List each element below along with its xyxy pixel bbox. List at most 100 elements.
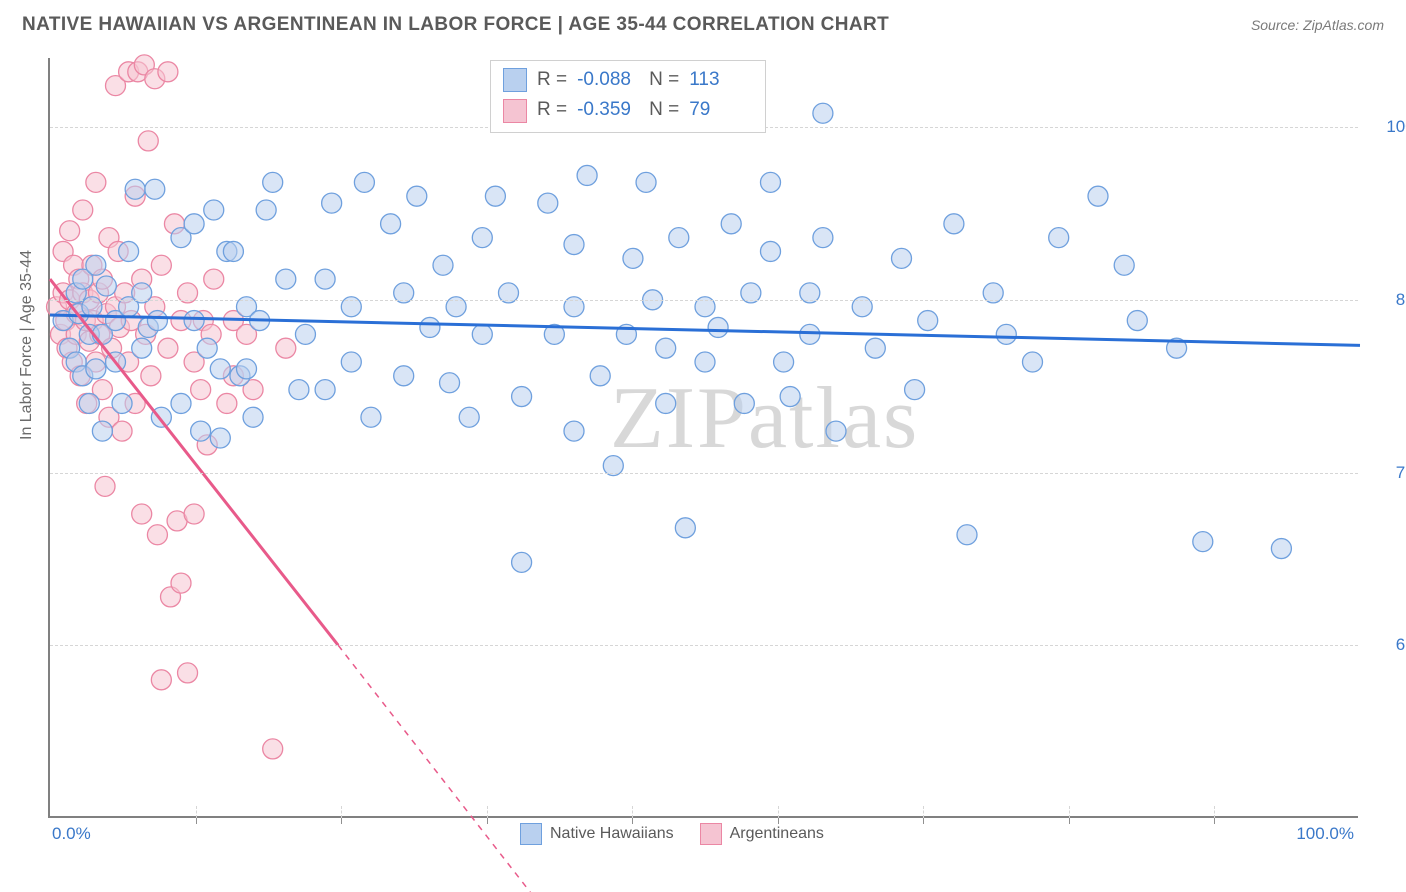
scatter-point <box>210 428 230 448</box>
scatter-point <box>86 255 106 275</box>
gridline-v <box>923 806 924 818</box>
scatter-point <box>512 387 532 407</box>
scatter-point <box>79 393 99 413</box>
scatter-point <box>147 525 167 545</box>
scatter-point <box>204 200 224 220</box>
scatter-point <box>623 248 643 268</box>
swatch-blue-icon <box>520 823 542 845</box>
swatch-pink-icon <box>503 99 527 123</box>
scatter-point <box>263 739 283 759</box>
scatter-point <box>656 338 676 358</box>
scatter-point <box>151 670 171 690</box>
scatter-point <box>433 255 453 275</box>
scatter-point <box>708 317 728 337</box>
scatter-point <box>86 172 106 192</box>
n-value-blue: 113 <box>689 65 751 95</box>
gridline-v <box>341 806 342 818</box>
scatter-point <box>276 338 296 358</box>
source-label: Source: <box>1251 17 1303 33</box>
scatter-point <box>184 504 204 524</box>
scatter-point <box>944 214 964 234</box>
y-tick-label: 100.0% <box>1364 117 1406 137</box>
scatter-point <box>1193 532 1213 552</box>
source-name: ZipAtlas.com <box>1303 17 1384 33</box>
scatter-point <box>151 255 171 275</box>
scatter-point <box>721 214 741 234</box>
y-axis-label: In Labor Force | Age 35-44 <box>18 250 36 440</box>
scatter-point <box>315 380 335 400</box>
chart-title: NATIVE HAWAIIAN VS ARGENTINEAN IN LABOR … <box>22 14 889 36</box>
scatter-svg <box>50 58 1358 816</box>
scatter-point <box>191 421 211 441</box>
scatter-point <box>256 200 276 220</box>
scatter-point <box>564 421 584 441</box>
n-label: N = <box>649 65 679 95</box>
legend-label-pink: Argentineans <box>730 825 824 843</box>
x-axis-min-label: 0.0% <box>52 824 91 844</box>
stats-row-pink: R = -0.359 N = 79 <box>503 95 751 125</box>
scatter-point <box>472 228 492 248</box>
scatter-point <box>92 421 112 441</box>
legend-item-pink: Argentineans <box>700 823 824 845</box>
scatter-point <box>171 393 191 413</box>
scatter-point <box>695 352 715 372</box>
scatter-point <box>145 179 165 199</box>
scatter-point <box>119 241 139 261</box>
scatter-point <box>138 131 158 151</box>
scatter-point <box>734 393 754 413</box>
scatter-point <box>147 311 167 331</box>
legend: Native Hawaiians Argentineans <box>520 823 824 845</box>
scatter-point <box>112 393 132 413</box>
legend-label-blue: Native Hawaiians <box>550 825 674 843</box>
scatter-point <box>73 200 93 220</box>
n-value-pink: 79 <box>689 95 751 125</box>
scatter-point <box>132 338 152 358</box>
scatter-point <box>1114 255 1134 275</box>
gridline-v <box>632 806 633 818</box>
gridline-h <box>50 473 1358 474</box>
scatter-point <box>204 269 224 289</box>
scatter-point <box>407 186 427 206</box>
scatter-point <box>1127 311 1147 331</box>
scatter-point <box>577 165 597 185</box>
scatter-point <box>158 62 178 82</box>
y-tick-label: 62.5% <box>1364 635 1406 655</box>
scatter-point <box>237 359 257 379</box>
gridline-v <box>1214 806 1215 818</box>
y-tick-label: 87.5% <box>1364 290 1406 310</box>
scatter-point <box>125 179 145 199</box>
source-citation: Source: ZipAtlas.com <box>1251 17 1384 33</box>
plot-area: R = -0.088 N = 113 R = -0.359 N = 79 ZIP… <box>48 58 1358 818</box>
r-label: R = <box>537 95 567 125</box>
scatter-point <box>96 276 116 296</box>
gridline-v <box>778 806 779 818</box>
scatter-point <box>761 241 781 261</box>
scatter-point <box>243 407 263 427</box>
r-label: R = <box>537 65 567 95</box>
scatter-point <box>905 380 925 400</box>
scatter-point <box>112 421 132 441</box>
scatter-point <box>223 241 243 261</box>
scatter-point <box>538 193 558 213</box>
scatter-point <box>354 172 374 192</box>
scatter-point <box>263 172 283 192</box>
scatter-point <box>656 393 676 413</box>
scatter-point <box>322 193 342 213</box>
scatter-point <box>158 338 178 358</box>
gridline-h <box>50 300 1358 301</box>
scatter-point <box>295 324 315 344</box>
scatter-point <box>210 359 230 379</box>
swatch-pink-icon <box>700 823 722 845</box>
gridline-v <box>196 806 197 818</box>
scatter-point <box>394 366 414 386</box>
scatter-point <box>512 552 532 572</box>
scatter-point <box>1271 539 1291 559</box>
scatter-point <box>590 366 610 386</box>
scatter-point <box>178 663 198 683</box>
r-value-pink: -0.359 <box>577 95 639 125</box>
gridline-h <box>50 645 1358 646</box>
scatter-point <box>361 407 381 427</box>
scatter-point <box>184 311 204 331</box>
scatter-point <box>381 214 401 234</box>
scatter-point <box>171 573 191 593</box>
